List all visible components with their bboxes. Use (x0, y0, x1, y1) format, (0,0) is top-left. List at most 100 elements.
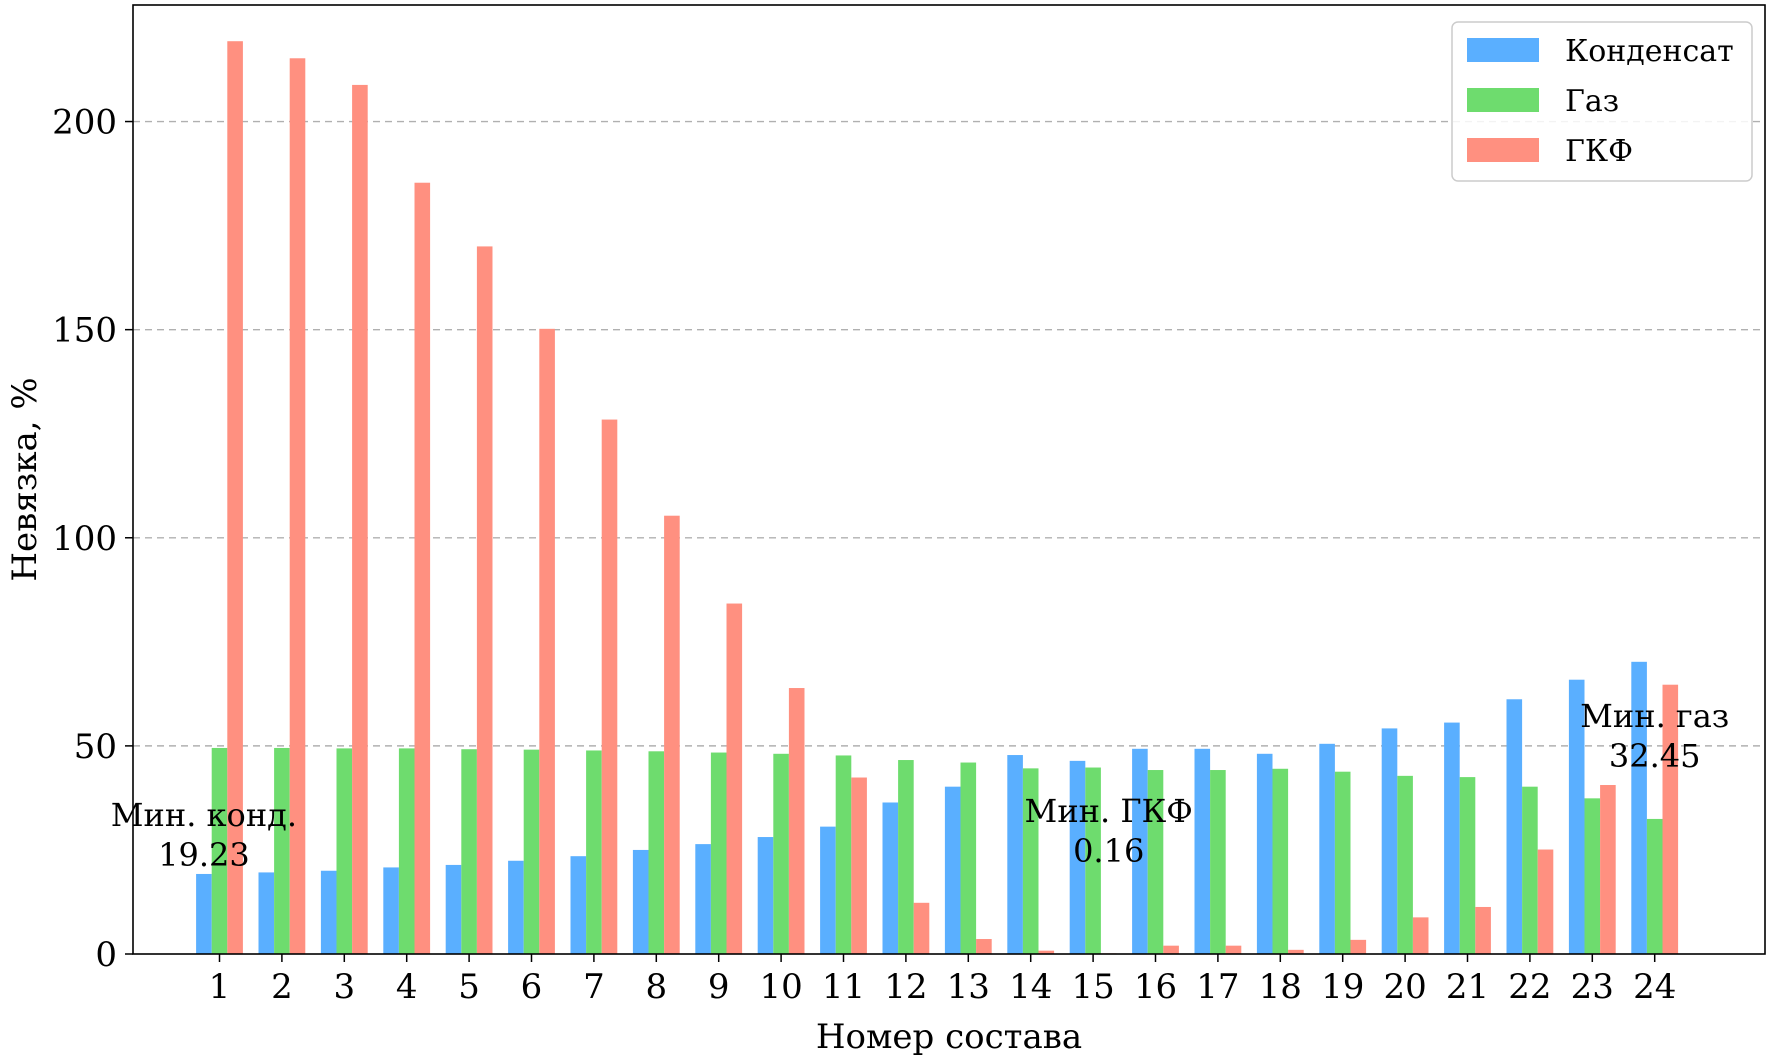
bar-2-15 (1085, 767, 1101, 954)
bar-1-4 (383, 867, 399, 954)
annotation-value: 19.23 (158, 836, 250, 874)
bar-2-1 (211, 747, 228, 954)
x-axis-title: Номер состава (816, 1017, 1082, 1057)
bar-3-23 (1600, 785, 1616, 954)
x-tick-label: 14 (1009, 967, 1052, 1007)
bar-1-16 (1132, 748, 1148, 954)
legend-swatch (1467, 88, 1539, 112)
bar-3-11 (851, 777, 867, 954)
bar-3-10 (788, 688, 805, 954)
bar-2-17 (1210, 770, 1226, 954)
x-tick-label: 18 (1259, 967, 1302, 1007)
x-tick-label: 9 (708, 967, 730, 1007)
y-tick-label: 50 (74, 727, 117, 767)
x-tick-label: 22 (1508, 967, 1551, 1007)
y-tick-label: 100 (52, 519, 117, 559)
bar-1-9 (695, 844, 711, 954)
bar-1-10 (757, 837, 774, 954)
bar-2-23 (1584, 798, 1601, 954)
x-tick-label: 4 (396, 967, 418, 1007)
bar-3-2 (289, 58, 306, 954)
bar-1-13 (944, 786, 961, 954)
bar-1-15 (1069, 760, 1086, 954)
bar-1-14 (1007, 755, 1023, 954)
bar-1-20 (1381, 728, 1398, 954)
bar-3-18 (1288, 949, 1304, 954)
y-axis-ticks: 0 50 100 150 200 (52, 103, 133, 975)
min-annotation: Мин. конд.19.23 (111, 796, 297, 874)
bar-3-8 (664, 515, 680, 954)
bar-1-5 (445, 864, 462, 954)
x-axis-ticks: 1 2 3 4 5 6 7 8 9 10 11 12 13 14 15 16 17 18 19 20 21 22 23 24 (209, 954, 1676, 1007)
x-tick-label: 24 (1633, 967, 1676, 1007)
bar-3-3 (352, 84, 368, 955)
y-tick-label: 200 (52, 103, 117, 143)
bar-2-18 (1272, 768, 1289, 954)
bar-2-5 (461, 749, 477, 954)
x-tick-label: 23 (1571, 967, 1614, 1007)
bar-3-13 (976, 939, 992, 954)
bar-2-14 (1022, 768, 1039, 954)
y-axis-title: Невязка, % (5, 377, 45, 581)
bar-1-23 (1568, 679, 1585, 954)
x-tick-label: 10 (759, 967, 802, 1007)
bar-2-12 (898, 760, 914, 954)
bar-2-8 (648, 751, 665, 954)
bar-groups (196, 41, 1679, 955)
bar-1-24 (1631, 661, 1647, 954)
x-tick-label: 21 (1446, 967, 1489, 1007)
y-tick-label: 0 (95, 935, 117, 975)
bar-2-2 (274, 747, 290, 954)
bar-2-24 (1646, 818, 1663, 954)
x-tick-label: 8 (645, 967, 667, 1007)
x-tick-label: 20 (1383, 967, 1426, 1007)
x-tick-label: 2 (271, 967, 293, 1007)
annotation-value: 32.45 (1609, 737, 1701, 775)
bar-1-12 (882, 802, 899, 954)
bar-1-8 (632, 849, 649, 954)
bar-2-10 (773, 753, 789, 954)
plot-frame (132, 4, 1766, 955)
x-tick-label: 17 (1196, 967, 1239, 1007)
bar-1-6 (508, 860, 524, 954)
x-tick-label: 19 (1321, 967, 1364, 1007)
x-tick-label: 3 (333, 967, 355, 1007)
legend-label: Конденсат (1565, 34, 1734, 69)
bar-1-2 (258, 872, 275, 954)
x-tick-label: 1 (209, 967, 231, 1007)
x-tick-label: 12 (884, 967, 927, 1007)
y-tick-label: 150 (52, 311, 117, 351)
x-tick-label: 13 (947, 967, 990, 1007)
bar-3-17 (1225, 945, 1242, 954)
bar-1-19 (1319, 743, 1335, 954)
x-tick-label: 5 (458, 967, 480, 1007)
legend-swatch (1467, 38, 1539, 62)
bar-3-14 (1038, 950, 1055, 954)
bar-2-9 (710, 752, 727, 954)
bar-3-6 (539, 328, 555, 954)
bar-3-9 (726, 603, 743, 954)
bar-1-11 (820, 826, 836, 954)
bar-2-13 (960, 762, 977, 954)
bar-3-22 (1537, 849, 1554, 954)
grid-lines (133, 120, 1765, 747)
legend: Конденсат Газ ГКФ (1451, 21, 1753, 182)
annotation-value: 0.16 (1073, 832, 1144, 870)
bar-3-1 (227, 41, 243, 954)
annotation-label: Мин. ГКФ (1025, 792, 1193, 830)
x-tick-label: 15 (1071, 967, 1114, 1007)
bar-1-18 (1256, 753, 1273, 954)
bar-3-20 (1412, 917, 1429, 954)
x-tick-label: 16 (1134, 967, 1177, 1007)
bar-3-7 (601, 419, 618, 954)
bar-2-20 (1397, 775, 1413, 954)
bar-1-1 (196, 873, 212, 954)
bar-1-7 (570, 856, 587, 954)
bar-2-11 (835, 755, 852, 954)
annotation-label: Мин. конд. (111, 796, 297, 834)
bar-3-5 (476, 246, 493, 954)
